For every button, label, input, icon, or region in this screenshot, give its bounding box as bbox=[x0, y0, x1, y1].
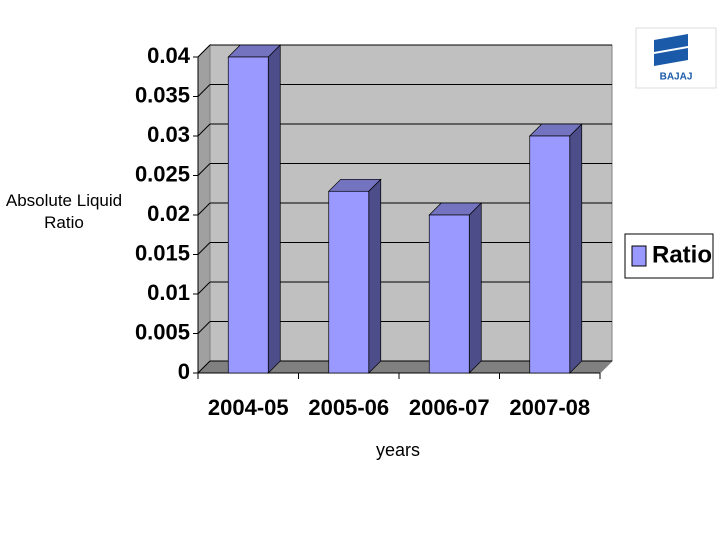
grid-line bbox=[197, 360, 211, 374]
bar bbox=[428, 202, 483, 374]
bar-side bbox=[468, 202, 482, 374]
bar-front bbox=[428, 214, 470, 374]
logo-text: BAJAJ bbox=[660, 72, 693, 83]
y-tick-label: 0.035 bbox=[135, 82, 190, 107]
grid-line bbox=[197, 163, 211, 176]
x-tick-label: 2006-07 bbox=[409, 395, 490, 420]
y-axis-label: Absolute Liquid Ratio bbox=[5, 191, 123, 232]
bar-side bbox=[368, 178, 382, 374]
y-tick-label: 0.005 bbox=[135, 319, 190, 344]
x-axis-label: years bbox=[376, 440, 420, 460]
y-tick-label: 0.02 bbox=[147, 201, 190, 226]
grid-line bbox=[197, 281, 211, 295]
legend: Ratio bbox=[624, 233, 714, 279]
grid-line bbox=[197, 123, 211, 137]
grid-line bbox=[197, 242, 211, 255]
bar-front bbox=[328, 190, 370, 374]
logo-mark bbox=[654, 34, 688, 52]
bar-front bbox=[529, 135, 571, 374]
x-tick-label: 2004-05 bbox=[208, 395, 289, 420]
y-tick-label: 0 bbox=[178, 359, 190, 384]
legend-swatch bbox=[631, 245, 647, 267]
bar-side bbox=[569, 123, 583, 374]
bar bbox=[227, 44, 282, 374]
y-tick-label: 0.015 bbox=[135, 240, 190, 265]
grid-line bbox=[197, 321, 211, 334]
x-tick-label: 2007-08 bbox=[509, 395, 590, 420]
y-tick-label: 0.01 bbox=[147, 280, 190, 305]
bar-front bbox=[227, 56, 269, 374]
bar bbox=[327, 178, 382, 374]
legend-label: Ratio bbox=[652, 241, 712, 268]
y-tick-label: 0.03 bbox=[147, 122, 190, 147]
bar-side bbox=[267, 44, 281, 374]
logo: BAJAJ bbox=[635, 27, 717, 89]
grid-line bbox=[197, 202, 211, 216]
grid-line bbox=[197, 84, 211, 97]
x-tick-label: 2005-06 bbox=[308, 395, 389, 420]
grid-line bbox=[197, 44, 211, 58]
y-tick-label: 0.04 bbox=[147, 43, 191, 68]
y-tick-label: 0.025 bbox=[135, 161, 190, 186]
logo-mark bbox=[654, 48, 688, 66]
bar bbox=[528, 123, 583, 374]
